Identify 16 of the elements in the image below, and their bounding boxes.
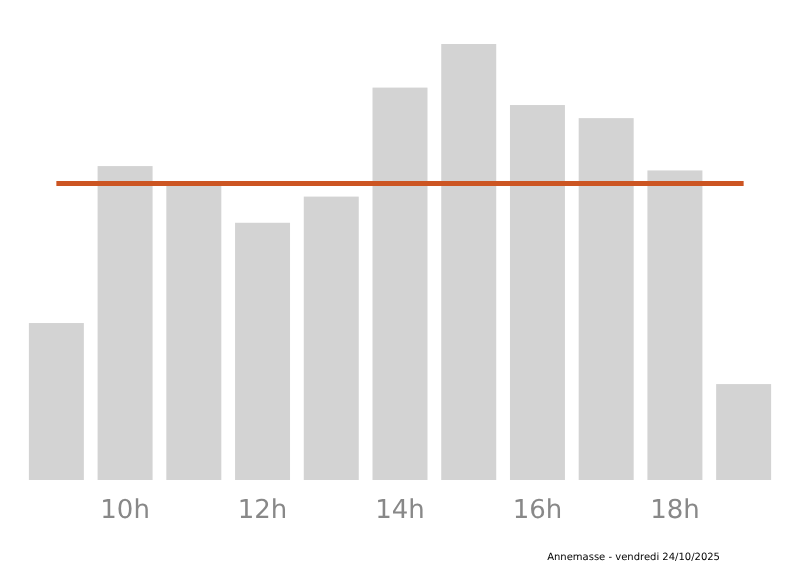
x-tick-label: 16h xyxy=(512,496,563,527)
bar xyxy=(509,105,565,480)
bar xyxy=(28,323,84,480)
bar xyxy=(372,87,428,480)
bar xyxy=(166,183,222,480)
x-tick-label: 18h xyxy=(650,496,700,527)
x-tick-label: 14h xyxy=(375,496,425,527)
bar xyxy=(97,166,153,480)
bar xyxy=(303,196,359,480)
x-tick-label: 10h xyxy=(100,496,150,527)
bar xyxy=(716,384,772,480)
bar xyxy=(441,44,497,480)
bar xyxy=(578,118,634,480)
bar xyxy=(235,222,291,480)
x-tick-label: 12h xyxy=(237,496,288,527)
bar xyxy=(647,170,703,480)
